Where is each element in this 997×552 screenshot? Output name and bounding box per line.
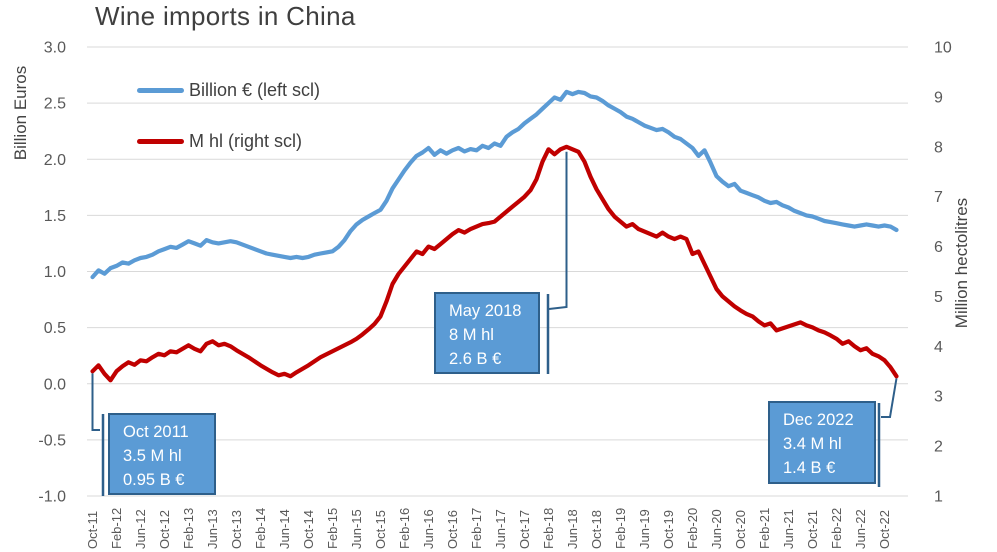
x-axis-tick-label: Jun-22	[853, 509, 868, 549]
x-axis-tick-label: Jun-16	[421, 509, 436, 549]
right-axis-tick-label: 7	[934, 189, 943, 206]
annotation-line: May 2018	[449, 302, 522, 320]
right-axis-tick-label: 3	[934, 389, 943, 406]
m-hl-line-swatch-icon	[137, 138, 184, 144]
annotation-line: 3.4 M hl	[783, 435, 842, 453]
x-axis-tick-label: Feb-17	[469, 508, 484, 549]
x-axis-tick-label: Jun-20	[709, 509, 724, 549]
x-axis-tick-label: Feb-18	[541, 508, 556, 549]
right-axis-title: Million hectolitres	[952, 197, 971, 329]
x-axis-tick-label: Jun-21	[781, 509, 796, 549]
legend-item-billion-euro: Billion € (left scl)	[137, 79, 320, 101]
right-axis-tick-label: 5	[934, 289, 943, 306]
left-axis-tick-label: -0.5	[38, 432, 66, 449]
x-axis-tick-label: Feb-14	[253, 508, 268, 549]
m-hl-legend-label: M hl (right scl)	[189, 130, 303, 151]
x-axis-tick-label: Oct-13	[229, 510, 244, 549]
left-axis-tick-label: 3.0	[44, 40, 66, 57]
annotation-line: Oct 2011	[123, 423, 189, 441]
x-axis-tick-label: Jun-17	[493, 509, 508, 549]
left-axis-tick-label: 2.5	[44, 96, 66, 113]
billion-euro-legend-label: Billion € (left scl)	[189, 79, 321, 100]
x-axis-tick-label: Oct-20	[733, 510, 748, 549]
x-axis-tick-label: Oct-18	[589, 510, 604, 549]
x-axis-tick-label: Feb-16	[397, 508, 412, 549]
x-axis-tick-label: Oct-12	[157, 510, 172, 549]
x-axis-tick-label: Feb-12	[109, 508, 124, 549]
x-axis-tick-label: Feb-20	[685, 508, 700, 549]
x-axis-tick-label: Oct-21	[805, 510, 820, 549]
x-axis-tick-label: Feb-21	[757, 508, 772, 549]
annotation-box-may-2018: May 2018 8 M hl 2.6 B €	[434, 292, 540, 374]
callout-connector-line	[881, 378, 898, 418]
right-axis-tick-label: 4	[934, 339, 943, 356]
annotation-line: 0.95 B €	[123, 471, 185, 489]
right-axis-tick-label: 6	[934, 239, 943, 256]
billion-euro-line-swatch-icon	[137, 87, 184, 93]
x-axis-tick-label: Oct-16	[445, 510, 460, 549]
x-axis-tick-label: Jun-15	[349, 509, 364, 549]
annotation-line: 8 M hl	[449, 326, 494, 344]
left-axis-tick-label: 2.0	[44, 152, 66, 169]
annotation-box-dec-2022: Dec 2022 3.4 M hl 1.4 B €	[768, 401, 876, 484]
x-axis-tick-label: Feb-15	[325, 508, 340, 549]
m-hl-line	[90, 144, 899, 383]
x-axis-tick-label: Oct-17	[517, 510, 532, 549]
left-axis-tick-label: 1.0	[44, 264, 66, 281]
right-axis-tick-label: 2	[934, 439, 943, 456]
x-axis-tick-label: Feb-19	[613, 508, 628, 549]
x-axis-tick-label: Oct-19	[661, 510, 676, 549]
left-axis-tick-label: 1.5	[44, 208, 66, 225]
callout-connector-line	[91, 373, 100, 431]
legend: Billion € (left scl) M hl (right scl)	[137, 79, 320, 181]
left-axis-tick-label: 0.0	[44, 376, 66, 393]
left-axis-tick-label: 0.5	[44, 320, 66, 337]
annotation-line: 3.5 M hl	[123, 447, 182, 465]
annotation-box-oct-2011: Oct 2011 3.5 M hl 0.95 B €	[108, 413, 216, 495]
annotation-line: 1.4 B €	[783, 459, 836, 477]
left-axis-title: Billion Euros	[11, 65, 30, 161]
x-axis-tick-label: Oct-22	[877, 510, 892, 549]
x-axis-tick-label: Jun-14	[277, 509, 292, 549]
annotation-line: Dec 2022	[783, 411, 854, 429]
right-axis-tick-label: 10	[934, 40, 952, 57]
left-axis-tick-label: -1.0	[38, 489, 66, 506]
x-axis-tick-label: Jun-13	[205, 509, 220, 549]
x-axis-tick-label: Feb-22	[829, 508, 844, 549]
x-axis-tick-label: Oct-15	[373, 510, 388, 549]
x-axis-tick-label: Oct-11	[85, 511, 100, 549]
annotation-line: 2.6 B €	[449, 350, 502, 368]
right-axis-tick-label: 8	[934, 139, 943, 156]
x-axis-tick-label: Feb-13	[181, 508, 196, 549]
x-axis-tick-label: Jun-12	[133, 509, 148, 549]
billion-euro-line	[90, 89, 899, 280]
chart-title: Wine imports in China	[95, 1, 356, 31]
legend-item-m-hl: M hl (right scl)	[137, 130, 320, 152]
callout-connector-line	[548, 151, 568, 310]
right-axis-tick-label: 9	[934, 89, 943, 106]
x-axis-tick-label: Jun-18	[565, 509, 580, 549]
x-axis-tick-label: Jun-19	[637, 509, 652, 549]
x-axis-tick-label: Oct-14	[301, 510, 316, 549]
right-axis-tick-label: 1	[934, 489, 943, 506]
